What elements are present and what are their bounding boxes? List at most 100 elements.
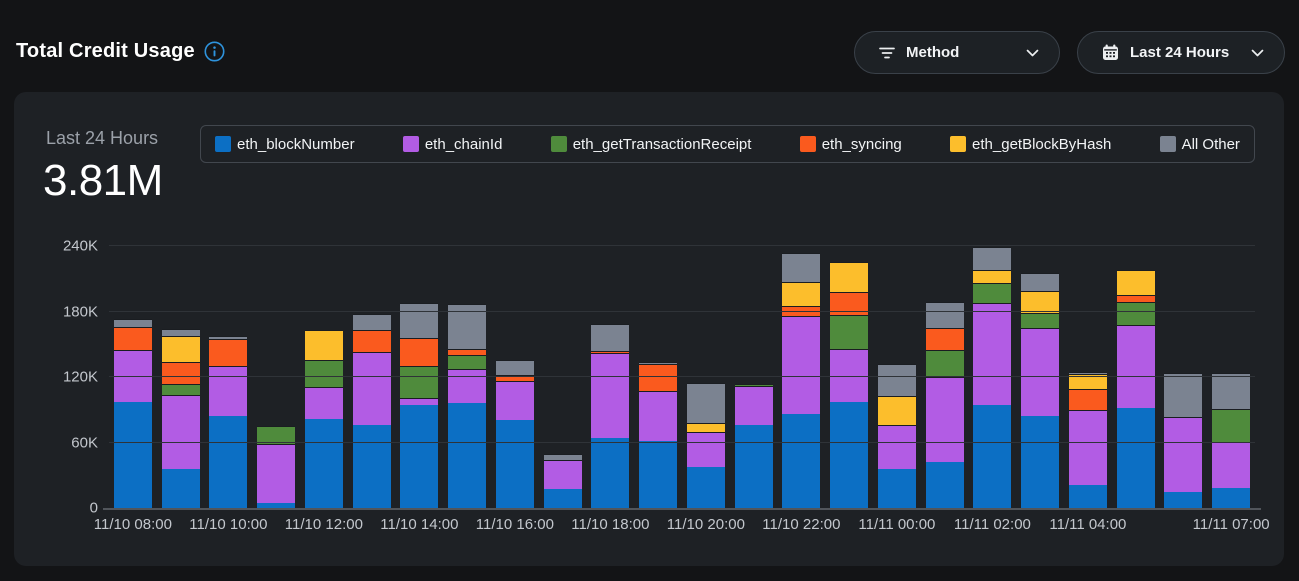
bar-11-11-05-00[interactable] (1116, 270, 1155, 508)
bar-11-10-18-00[interactable] (591, 323, 630, 508)
y-axis-tick-label: 0 (89, 499, 98, 517)
gridline (109, 310, 1255, 312)
bar-segment-All Other (1164, 372, 1203, 418)
legend-item[interactable]: eth_blockNumber (215, 136, 355, 153)
chevron-down-icon (1026, 49, 1039, 56)
bar-segment-eth_blockNumber (1068, 485, 1107, 508)
bar-segment-eth_getTransactionReceipt (1116, 301, 1155, 325)
bar-segment-eth_getTransactionReceipt (830, 314, 869, 349)
bar-11-10-08-00[interactable] (113, 319, 152, 508)
bar-11-10-14-00[interactable] (400, 302, 439, 508)
bar-segment-eth_getTransactionReceipt (973, 283, 1012, 303)
bar-11-11-00-00[interactable] (877, 363, 916, 508)
bar-11-10-19-00[interactable] (639, 361, 678, 508)
bar-11-10-10-00[interactable] (209, 335, 248, 508)
bar-11-11-02-00[interactable] (973, 247, 1012, 508)
bar-slot (300, 246, 348, 508)
bar-11-10-21-00[interactable] (734, 383, 773, 508)
bar-slot (157, 246, 205, 508)
bar-segment-All Other (973, 247, 1012, 271)
y-axis: 0 60K 120K 180K 240K (14, 238, 98, 517)
bar-11-10-13-00[interactable] (352, 313, 391, 508)
bar-segment-eth_syncing (495, 374, 534, 382)
bar-segment-eth_blockNumber (1212, 488, 1251, 508)
bar-slot (443, 246, 491, 508)
bar-segment-All Other (591, 323, 630, 351)
bar-segment-eth_getTransactionReceipt (925, 349, 964, 378)
bar-segment-eth_blockNumber (1021, 416, 1060, 508)
bar-segment-eth_blockNumber (639, 441, 678, 508)
bar-11-10-15-00[interactable] (448, 303, 487, 508)
legend-label: eth_chainId (424, 135, 503, 153)
legend-swatch (215, 136, 231, 152)
bar-11-10-17-00[interactable] (543, 454, 582, 508)
gridline (109, 376, 1255, 377)
time-range-dropdown[interactable]: Last 24 Hours (1077, 31, 1285, 74)
bar-11-10-11-00[interactable] (257, 426, 296, 508)
bar-11-11-03-00[interactable] (1021, 273, 1060, 508)
bar-slot (1064, 246, 1112, 508)
bar-segment-All Other (113, 319, 152, 327)
bars-row (109, 246, 1255, 508)
bar-segment-All Other (686, 382, 725, 423)
legend-item[interactable]: All Other (1159, 136, 1240, 153)
bar-segment-eth_chainId (448, 369, 487, 404)
bar-segment-eth_getTransactionReceipt (400, 366, 439, 398)
bar-segment-eth_getTransactionReceipt (1212, 408, 1251, 442)
bar-segment-eth_getTransactionReceipt (161, 383, 200, 395)
bar-11-10-23-00[interactable] (830, 262, 869, 508)
legend-label: eth_getTransactionReceipt (572, 135, 752, 153)
bar-slot (825, 246, 873, 508)
bar-slot (109, 246, 157, 508)
bar-segment-eth_chainId (639, 391, 678, 442)
bar-11-11-06-00[interactable] (1164, 372, 1203, 508)
bar-segment-eth_chainId (113, 349, 152, 403)
bar-segment-eth_chainId (1164, 417, 1203, 492)
bar-segment-eth_chainId (1116, 324, 1155, 408)
bar-segment-eth_chainId (734, 385, 773, 425)
bar-11-10-09-00[interactable] (161, 329, 200, 508)
bar-segment-All Other (400, 302, 439, 338)
page-title-text: Total Credit Usage (16, 40, 195, 62)
legend-item[interactable]: eth_getTransactionReceipt (550, 135, 752, 153)
bar-11-11-04-00[interactable] (1068, 371, 1107, 508)
legend-swatch (950, 136, 967, 152)
legend-swatch (550, 136, 567, 152)
bar-segment-eth_blockNumber (830, 402, 869, 508)
page-title: Total Credit Usage (16, 40, 225, 63)
bar-segment-All Other (543, 454, 582, 460)
bar-segment-eth_blockNumber (495, 419, 534, 508)
bar-segment-eth_blockNumber (1164, 491, 1203, 508)
x-axis-tick-label: 11/10 16:00 (475, 516, 554, 533)
bar-11-10-12-00[interactable] (304, 330, 343, 508)
bar-segment-eth_blockNumber (925, 462, 964, 508)
legend-label: eth_getBlockByHash (972, 135, 1112, 153)
bar-segment-eth_syncing (1116, 295, 1155, 302)
bar-slot (252, 246, 300, 508)
legend-swatch (1159, 136, 1176, 152)
bar-segment-eth_chainId (161, 394, 200, 469)
method-filter-dropdown[interactable]: Method (854, 31, 1060, 74)
bar-11-10-22-00[interactable] (782, 252, 821, 508)
bar-segment-eth_getBlockByHash (877, 395, 916, 426)
plot-area (103, 245, 1261, 510)
bar-11-10-20-00[interactable] (686, 382, 725, 508)
bar-segment-eth_blockNumber (400, 405, 439, 508)
legend-item[interactable]: eth_chainId (402, 135, 503, 153)
bar-segment-eth_chainId (495, 381, 534, 420)
x-axis: 11/10 08:00 11/10 10:00 11/10 12:00 11/10 1… (94, 516, 1270, 538)
legend-item[interactable]: eth_getBlockByHash (950, 136, 1111, 153)
bar-segment-eth_blockNumber (782, 414, 821, 508)
bar-segment-eth_chainId (830, 348, 869, 403)
bar-11-11-07-00[interactable] (1212, 372, 1251, 508)
bar-11-10-16-00[interactable] (495, 359, 534, 508)
bar-segment-eth_chainId (543, 459, 582, 490)
bar-segment-eth_syncing (400, 337, 439, 367)
bar-segment-eth_getTransactionReceipt (1021, 312, 1060, 328)
info-icon[interactable] (204, 41, 225, 62)
calendar-icon (1103, 44, 1118, 60)
bar-11-11-01-00[interactable] (925, 301, 964, 508)
bar-segment-All Other (1212, 372, 1251, 409)
x-axis-tick-label: 11/11 07:00 (1192, 516, 1270, 533)
legend-item[interactable]: eth_syncing (799, 136, 902, 153)
